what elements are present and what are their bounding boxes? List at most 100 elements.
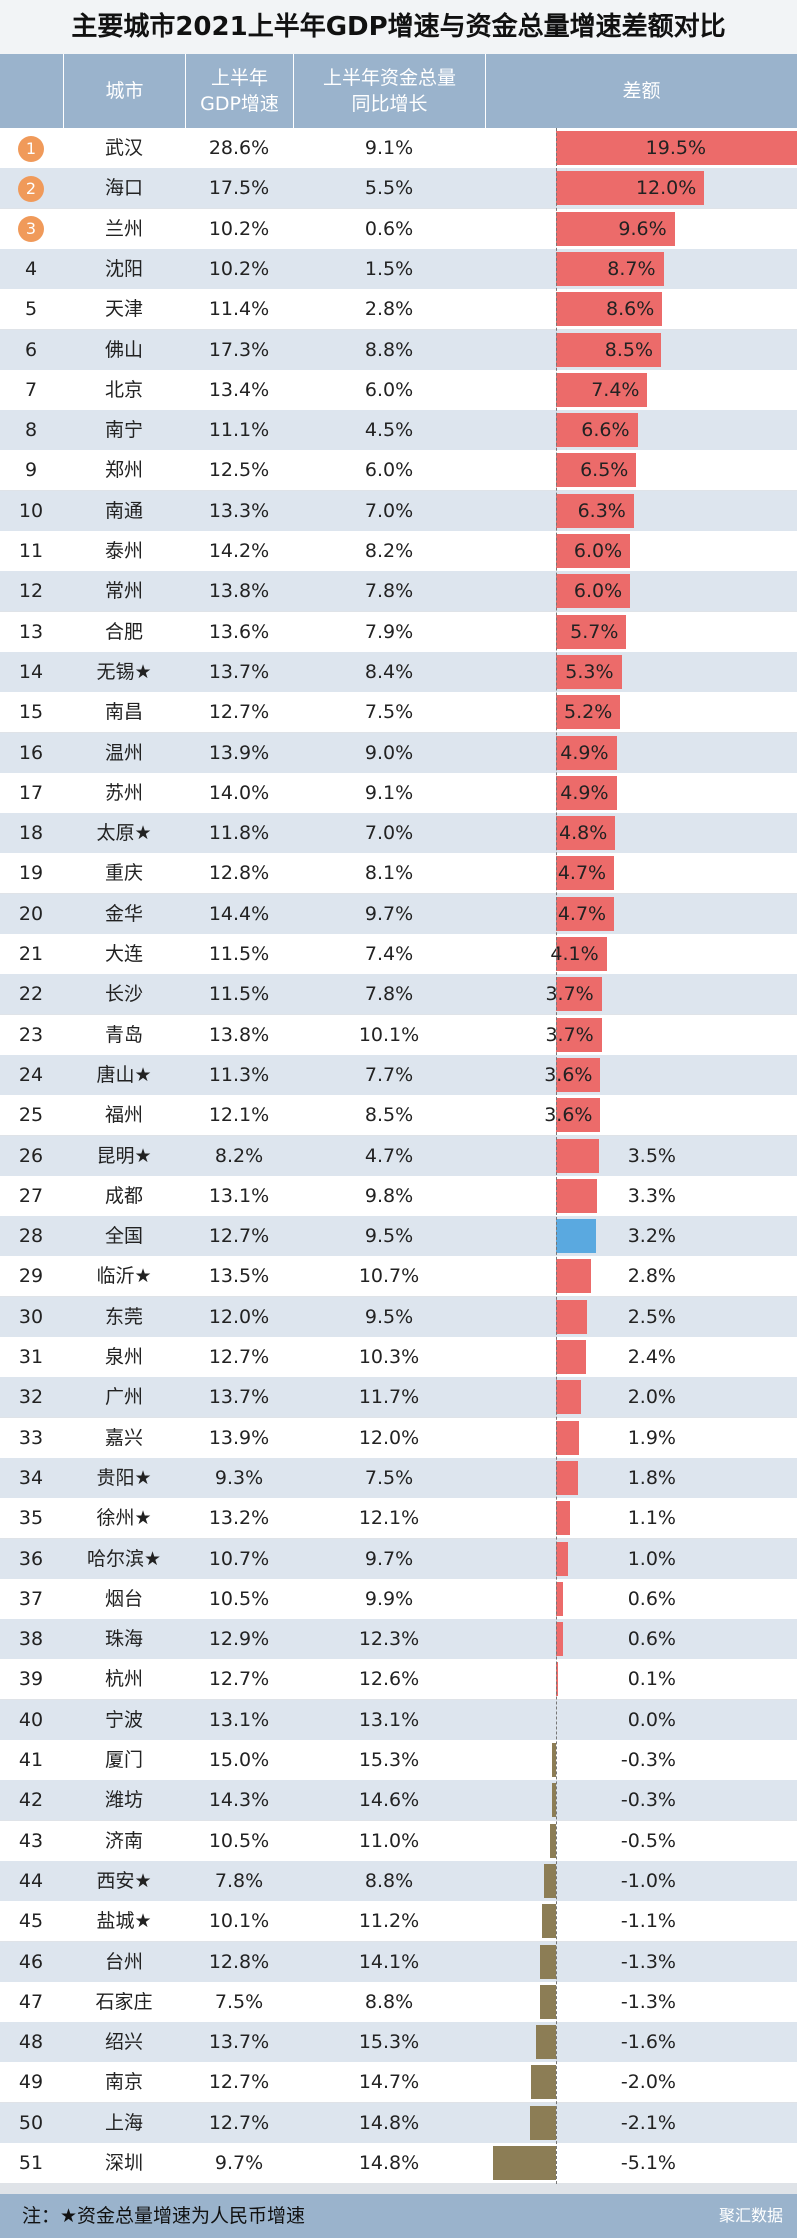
row-gdp-growth: 12.9% bbox=[208, 1628, 270, 1651]
row-rank: 23 bbox=[18, 1023, 44, 1046]
row-rank: 37 bbox=[18, 1587, 44, 1610]
row-city: 东莞 bbox=[104, 1305, 143, 1328]
diff-bar bbox=[556, 131, 797, 165]
diff-bar bbox=[556, 292, 663, 327]
row-gdp-growth: 10.7% bbox=[208, 1547, 270, 1570]
table-row: 19 重庆 12.8% 8.1% 4.7% bbox=[0, 853, 797, 894]
table-row: 23 青岛 13.8% 10.1% 3.7% bbox=[0, 1014, 797, 1055]
row-rank: 11 bbox=[18, 540, 44, 562]
row-city: 宁波 bbox=[104, 1708, 143, 1731]
row-diff-label: 4.9% bbox=[560, 741, 609, 764]
table-row: 37 烟台 10.5% 9.9% 0.6% bbox=[0, 1578, 797, 1619]
table-row: 2 海口 17.5% 5.5% 12.0% bbox=[0, 168, 797, 209]
diff-bar bbox=[556, 896, 615, 931]
row-diff-label: 8.6% bbox=[606, 298, 655, 321]
row-gdp-growth: 13.1% bbox=[208, 1184, 270, 1207]
row-city: 济南 bbox=[104, 1829, 143, 1852]
table-row: 20 金华 14.4% 9.7% 4.7% bbox=[0, 893, 797, 934]
row-gdp-growth: 8.2% bbox=[214, 1144, 264, 1167]
row-diff-label: 3.6% bbox=[544, 1104, 593, 1127]
row-gdp-growth: 11.1% bbox=[208, 419, 270, 442]
row-diff-label: 19.5% bbox=[645, 137, 706, 159]
row-city: 南京 bbox=[104, 2071, 143, 2094]
row-gdp-growth: 11.4% bbox=[208, 298, 270, 321]
row-gdp-growth: 13.2% bbox=[208, 1507, 270, 1530]
table-row: 15 南昌 12.7% 7.5% 5.2% bbox=[0, 692, 797, 733]
table-row: 48 绍兴 13.7% 15.3% -1.6% bbox=[0, 2022, 797, 2063]
rank-medal-icon: 2 bbox=[18, 175, 44, 202]
row-diff-label: 3.7% bbox=[545, 983, 594, 1006]
row-fund-growth: 7.4% bbox=[364, 943, 414, 965]
diff-bar bbox=[556, 413, 638, 448]
row-fund-growth: 15.3% bbox=[358, 2031, 420, 2054]
row-fund-growth: 14.1% bbox=[358, 1950, 420, 1973]
row-city: 嘉兴 bbox=[104, 1426, 143, 1449]
row-rank: 20 bbox=[18, 902, 44, 925]
header-fund: 上半年资金总量 同比增长 bbox=[294, 54, 486, 128]
table-row: 39 杭州 12.7% 12.6% 0.1% bbox=[0, 1659, 797, 1700]
table-row: 34 贵阳★ 9.3% 7.5% 1.8% bbox=[0, 1457, 797, 1498]
table-row: 45 盐城★ 10.1% 11.2% -1.1% bbox=[0, 1901, 797, 1942]
table-row: 43 济南 10.5% 11.0% -0.5% bbox=[0, 1820, 797, 1861]
row-gdp-growth: 17.5% bbox=[208, 177, 270, 200]
row-fund-growth: 7.5% bbox=[364, 1466, 414, 1489]
table-row: 17 苏州 14.0% 9.1% 4.9% bbox=[0, 772, 797, 813]
row-gdp-growth: 13.5% bbox=[208, 1265, 270, 1288]
diff-bar bbox=[556, 1057, 601, 1092]
row-diff-label: 1.0% bbox=[627, 1547, 676, 1570]
diff-bar bbox=[556, 332, 662, 367]
row-gdp-growth: 13.8% bbox=[208, 580, 270, 603]
row-diff-label: 9.6% bbox=[618, 217, 667, 240]
row-fund-growth: 14.7% bbox=[358, 2071, 420, 2094]
row-diff-label: 0.0% bbox=[627, 1708, 676, 1731]
row-fund-growth: 7.8% bbox=[364, 983, 414, 1006]
diff-bar bbox=[556, 775, 617, 810]
row-fund-growth: 9.0% bbox=[364, 741, 414, 764]
row-rank: 45 bbox=[18, 1910, 44, 1933]
diff-bar bbox=[556, 1581, 564, 1616]
row-gdp-growth: 13.3% bbox=[208, 499, 270, 522]
row-gdp-growth: 7.8% bbox=[214, 1869, 264, 1892]
diff-bar bbox=[549, 1823, 556, 1858]
row-rank: 32 bbox=[18, 1386, 44, 1409]
row-rank: 27 bbox=[18, 1184, 44, 1207]
table-row: 32 广州 13.7% 11.7% 2.0% bbox=[0, 1377, 797, 1418]
row-fund-growth: 9.1% bbox=[364, 137, 414, 159]
row-fund-growth: 12.3% bbox=[358, 1628, 420, 1651]
row-fund-growth: 8.1% bbox=[364, 862, 414, 885]
row-rank: 9 bbox=[24, 459, 38, 482]
row-city: 临沂★ bbox=[96, 1265, 152, 1288]
row-city: 温州 bbox=[104, 741, 143, 764]
row-fund-growth: 5.5% bbox=[364, 177, 414, 200]
header-fund-line2: 同比增长 bbox=[351, 93, 428, 115]
row-diff-label: 6.0% bbox=[573, 580, 623, 603]
row-gdp-growth: 14.3% bbox=[208, 1789, 270, 1812]
row-fund-growth: 7.5% bbox=[364, 701, 414, 724]
table-row: 33 嘉兴 13.9% 12.0% 1.9% bbox=[0, 1417, 797, 1458]
row-rank: 46 bbox=[18, 1950, 44, 1973]
row-fund-growth: 8.5% bbox=[364, 1104, 414, 1127]
row-gdp-growth: 13.4% bbox=[208, 378, 270, 401]
diff-bar bbox=[556, 1098, 601, 1133]
row-diff-label: 4.1% bbox=[550, 943, 599, 965]
row-city: 西安★ bbox=[96, 1869, 152, 1892]
diff-bar bbox=[543, 1863, 556, 1898]
row-city: 贵阳★ bbox=[96, 1466, 152, 1489]
row-gdp-growth: 10.2% bbox=[208, 217, 270, 240]
row-city: 海口 bbox=[104, 177, 143, 200]
row-diff-label: 6.3% bbox=[577, 499, 626, 522]
row-city: 唐山★ bbox=[96, 1063, 152, 1086]
row-rank: 43 bbox=[18, 1829, 44, 1852]
diff-bar bbox=[556, 534, 631, 568]
row-diff-label: -2.1% bbox=[620, 2111, 676, 2134]
row-diff-label: -1.3% bbox=[620, 1950, 676, 1973]
diff-bar bbox=[556, 654, 622, 689]
row-fund-growth: 12.1% bbox=[358, 1507, 420, 1530]
row-diff-label: 3.7% bbox=[545, 1023, 594, 1046]
row-diff-label: 0.6% bbox=[627, 1587, 676, 1610]
row-gdp-growth: 28.6% bbox=[208, 137, 270, 159]
row-rank: 25 bbox=[18, 1104, 44, 1127]
row-rank: 50 bbox=[18, 2111, 44, 2134]
row-city: 南宁 bbox=[104, 419, 143, 442]
diff-bar bbox=[556, 1138, 600, 1173]
